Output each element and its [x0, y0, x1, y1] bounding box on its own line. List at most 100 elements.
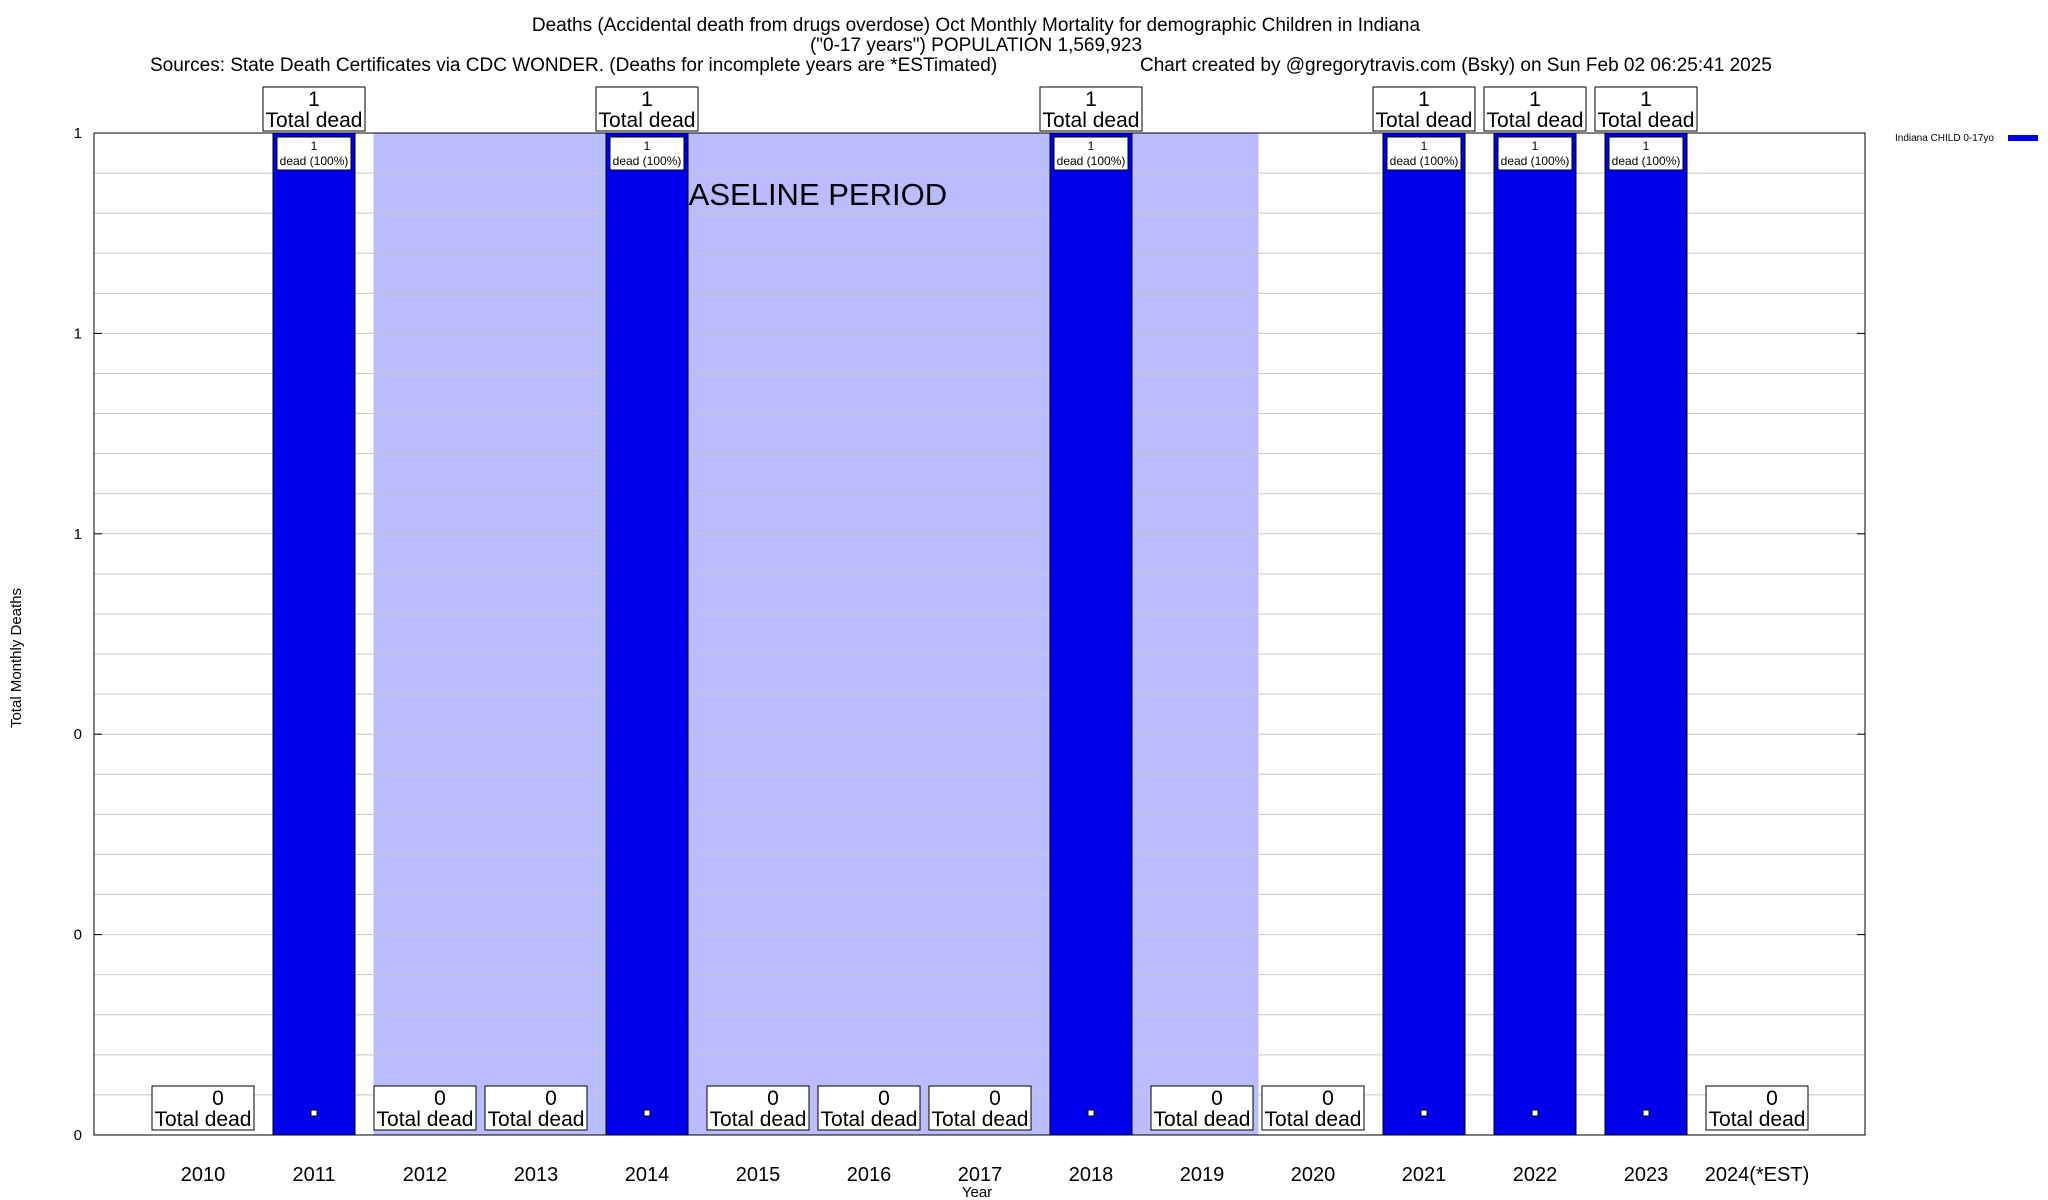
- total-dead-label: Total dead: [1709, 1108, 1806, 1131]
- total-dead-box: [1150, 1085, 1254, 1131]
- x-tick-label: 2023: [1624, 1164, 1669, 1186]
- bar-value-number: 1: [644, 139, 651, 153]
- bar-value-box: [1053, 136, 1129, 171]
- bar-value-box: [276, 136, 352, 171]
- bar-value-percent: dead (100%): [1501, 154, 1570, 168]
- legend-swatch: [2008, 135, 2038, 141]
- bar-value-number: 1: [1421, 139, 1428, 153]
- x-tick-label: 2018: [1069, 1164, 1114, 1186]
- total-dead-label: Total dead: [1043, 109, 1140, 132]
- total-dead-box: [595, 86, 699, 132]
- bar: [1604, 132, 1688, 1136]
- x-tick-marker: [1420, 1109, 1428, 1117]
- total-dead-label: Total dead: [1154, 1108, 1251, 1131]
- x-tick-marker: [1531, 1109, 1539, 1117]
- total-dead-box: [1039, 86, 1143, 132]
- baseline-period-label: BASELINE PERIOD: [668, 177, 947, 212]
- chart-credit-text: Chart created by @gregorytravis.com (Bsk…: [1140, 55, 1772, 76]
- x-tick-marker: [1642, 1109, 1650, 1117]
- total-dead-box: [484, 1085, 588, 1131]
- y-tick-label: 1: [74, 526, 82, 543]
- x-tick-label: 2020: [1291, 1164, 1336, 1186]
- total-dead-label: Total dead: [1376, 109, 1473, 132]
- y-tick-label: 0: [74, 927, 82, 944]
- total-dead-number: 0: [767, 1087, 779, 1110]
- total-dead-box: [1261, 1085, 1365, 1131]
- bar-value-box: [1386, 136, 1462, 171]
- bar-value-number: 1: [1088, 139, 1095, 153]
- x-tick-label: 2016: [847, 1164, 892, 1186]
- x-tick-label: 2021: [1402, 1164, 1447, 1186]
- total-dead-label: Total dead: [1598, 109, 1695, 132]
- bar-value-box: [1497, 136, 1573, 171]
- y-tick-label: 0: [74, 726, 82, 743]
- total-dead-number: 1: [308, 88, 320, 111]
- total-dead-box: [928, 1085, 1032, 1131]
- x-tick-label: 2011: [292, 1164, 335, 1186]
- bar-value-box: [609, 136, 685, 171]
- x-tick-label: 2015: [736, 1164, 781, 1186]
- bar: [1493, 132, 1577, 1136]
- y-axis-label: Total Monthly Deaths: [8, 588, 25, 728]
- total-dead-number: 0: [545, 1087, 557, 1110]
- bar-value-number: 1: [1643, 139, 1650, 153]
- x-tick-label: 2019: [1180, 1164, 1225, 1186]
- total-dead-box: [706, 1085, 810, 1131]
- bar: [1382, 132, 1466, 1136]
- total-dead-box: [151, 1085, 255, 1131]
- total-dead-label: Total dead: [1265, 1108, 1362, 1131]
- legend: Indiana CHILD 0-17yo: [1895, 133, 2038, 144]
- x-tick-label: 2017: [958, 1164, 1003, 1186]
- x-tick-label: 2014: [625, 1164, 670, 1186]
- x-tick-label: 2010: [181, 1164, 226, 1186]
- bar-value-percent: dead (100%): [1612, 154, 1681, 168]
- x-tick-label: 2022: [1513, 1164, 1558, 1186]
- total-dead-number: 0: [212, 1087, 224, 1110]
- x-axis-label: Year: [962, 1184, 992, 1200]
- x-tick-label: 2024(*EST): [1705, 1164, 1810, 1186]
- bar-value-box: [1608, 136, 1684, 171]
- bar-value-number: 1: [1532, 139, 1539, 153]
- total-dead-label: Total dead: [932, 1108, 1029, 1131]
- total-dead-number: 0: [1322, 1087, 1334, 1110]
- total-dead-number: 0: [1766, 1087, 1778, 1110]
- chart-title-line1: Deaths (Accidental death from drugs over…: [532, 15, 1421, 36]
- total-dead-number: 1: [641, 88, 653, 111]
- total-dead-number: 1: [1085, 88, 1097, 111]
- y-tick-label: 1: [74, 325, 82, 342]
- chart-title-line2: ("0-17 years") POPULATION 1,569,923: [810, 35, 1142, 56]
- x-tick-marker: [310, 1109, 318, 1117]
- total-dead-label: Total dead: [266, 109, 363, 132]
- total-dead-number: 1: [1418, 88, 1430, 111]
- x-tick-label: 2013: [514, 1164, 559, 1186]
- total-dead-number: 0: [434, 1087, 446, 1110]
- chart-sources-text: Sources: State Death Certificates via CD…: [150, 55, 997, 76]
- y-tick-label: 1: [74, 125, 82, 142]
- total-dead-label: Total dead: [821, 1108, 918, 1131]
- total-dead-box: [373, 1085, 477, 1131]
- total-dead-box: [1594, 86, 1698, 132]
- total-dead-label: Total dead: [710, 1108, 807, 1131]
- bar-value-percent: dead (100%): [1057, 154, 1126, 168]
- total-dead-box: [1705, 1085, 1809, 1131]
- total-dead-number: 0: [989, 1087, 1001, 1110]
- legend-label: Indiana CHILD 0-17yo: [1895, 133, 1994, 144]
- total-dead-box: [1483, 86, 1587, 132]
- total-dead-number: 1: [1529, 88, 1541, 111]
- bar: [272, 132, 356, 1136]
- total-dead-number: 0: [878, 1087, 890, 1110]
- total-dead-box: [817, 1085, 921, 1131]
- total-dead-box: [1372, 86, 1476, 132]
- total-dead-label: Total dead: [1487, 109, 1584, 132]
- plot-area-border: [93, 132, 1866, 1136]
- bar: [605, 132, 689, 1136]
- bar-value-number: 1: [311, 139, 318, 153]
- x-tick-label: 2012: [403, 1164, 448, 1186]
- total-dead-number: 0: [1211, 1087, 1223, 1110]
- bar: [1049, 132, 1133, 1136]
- x-tick-marker: [1087, 1109, 1095, 1117]
- total-dead-label: Total dead: [155, 1108, 252, 1131]
